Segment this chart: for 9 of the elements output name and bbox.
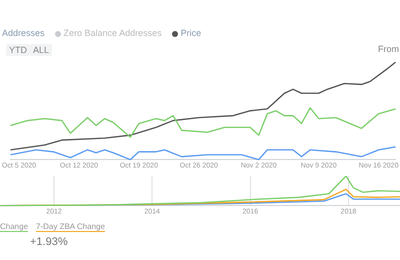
text: YTD [6, 44, 30, 56]
text: Change [0, 222, 28, 232]
text: Addresses [2, 28, 45, 38]
text: Zero Balance Addresses [62, 28, 162, 38]
text: From [378, 44, 399, 54]
text: +1.93% [30, 236, 68, 248]
text: 7-Day ZBA Change [36, 222, 105, 232]
legend-label: Price [180, 28, 202, 38]
text: ALL [30, 44, 52, 56]
